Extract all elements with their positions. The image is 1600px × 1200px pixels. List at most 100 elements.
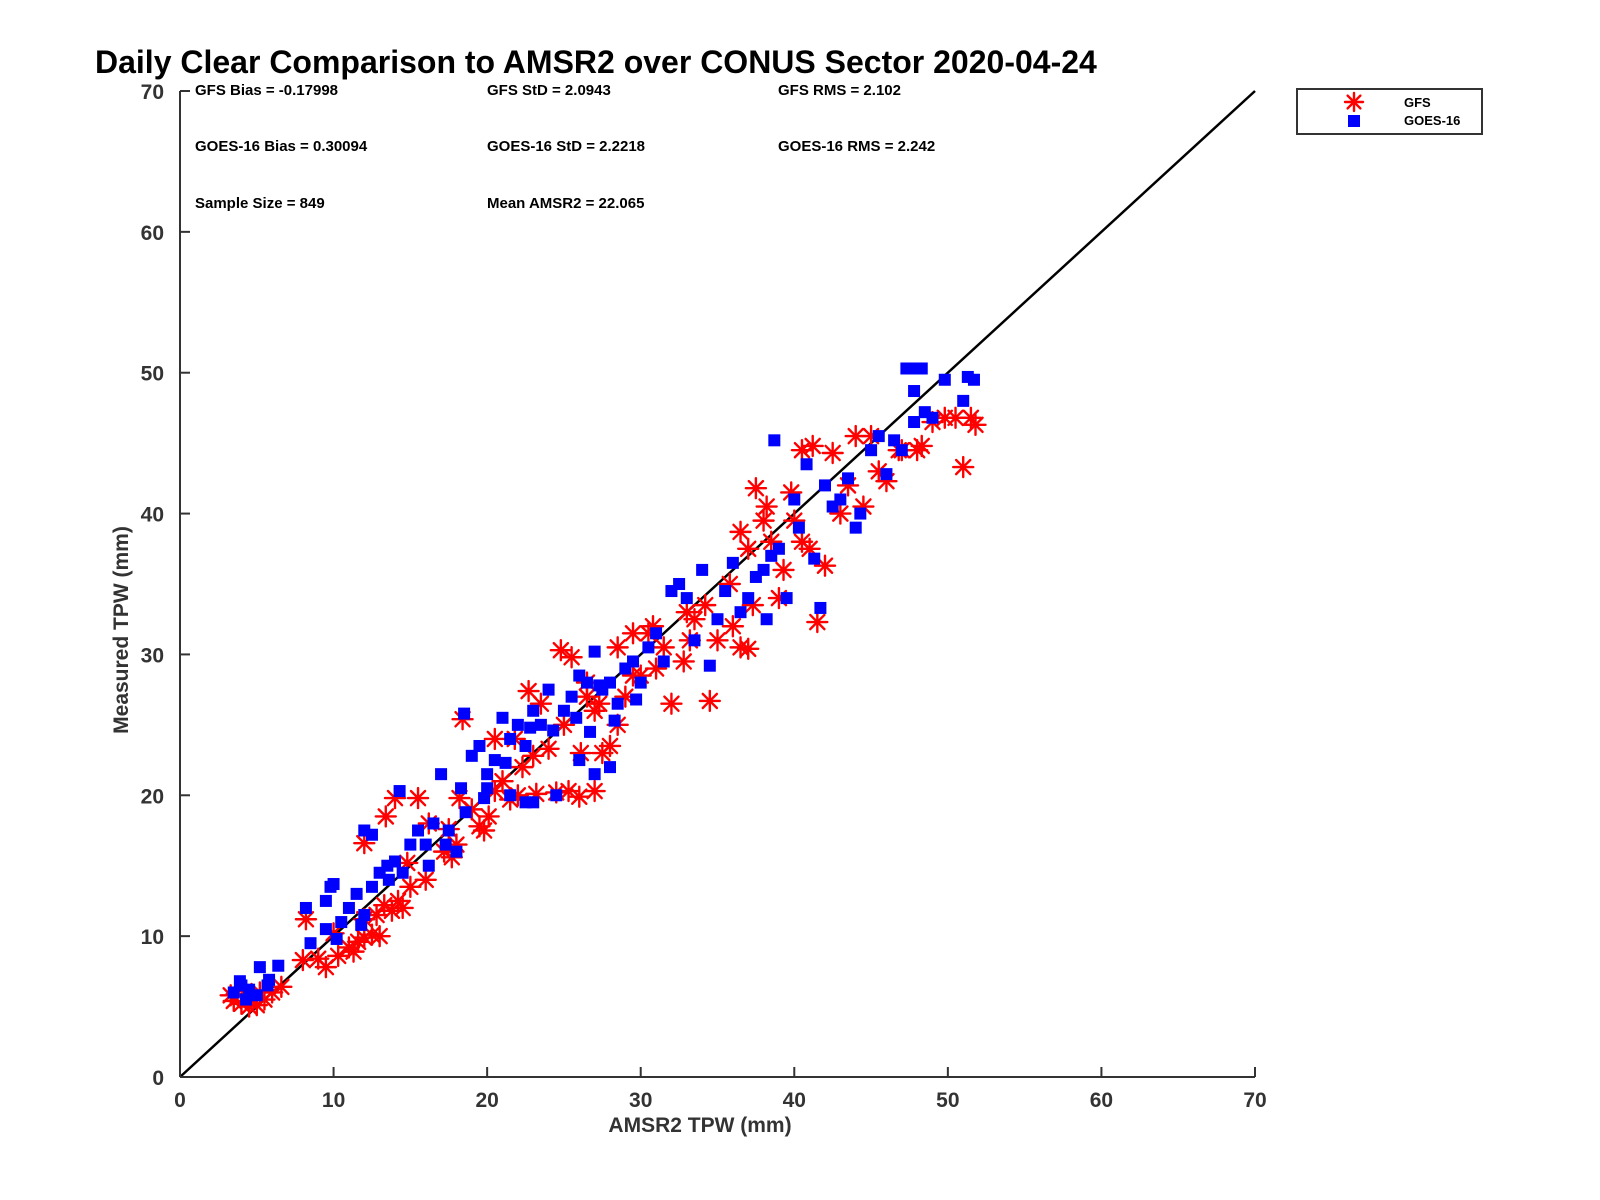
legend-box (1296, 88, 1483, 135)
y-tick-label: 50 (141, 363, 164, 386)
legend-goes-marker (1348, 115, 1360, 127)
gfs-point (583, 779, 606, 803)
legend-goes-label: GOES-16 (1404, 113, 1460, 128)
legend: GFS GOES-16 (1296, 88, 1483, 135)
goes16-point (834, 493, 847, 506)
gfs-point (801, 434, 824, 458)
gfs-point (675, 600, 698, 624)
goes16-point (650, 627, 663, 640)
goes16-point (593, 679, 606, 692)
goes16-point (319, 894, 332, 907)
stat-text: GFS StD = 2.0943 (487, 82, 611, 99)
goes16-point (967, 373, 980, 386)
chart-title: Daily Clear Comparison to AMSR2 over CON… (95, 44, 1097, 80)
goes16-point (688, 634, 701, 647)
goes16-point (481, 768, 494, 781)
goes16-point (499, 756, 512, 769)
x-tick-label: 20 (475, 1089, 498, 1112)
goes16-point (419, 838, 432, 851)
legend-gfs-label: GFS (1404, 95, 1431, 110)
goes16-point (788, 493, 801, 506)
goes16-point (422, 859, 435, 872)
gfs-point (752, 509, 775, 532)
goes16-point (570, 711, 583, 724)
gfs-point (472, 819, 496, 842)
gfs-point (353, 831, 376, 855)
goes16-point (608, 714, 621, 727)
goes16-point (527, 704, 540, 717)
goes16-point (584, 725, 597, 738)
goes16-point (478, 792, 491, 805)
goes16-point (900, 362, 913, 375)
goes16-point (450, 845, 463, 858)
goes16-point (396, 866, 409, 879)
goes16-point (253, 961, 266, 974)
stat-text: GOES-16 StD = 2.2218 (487, 138, 645, 155)
gfs-point (537, 737, 560, 761)
goes16-point (630, 693, 643, 706)
gfs-point (772, 558, 795, 582)
goes16-point (240, 993, 253, 1006)
goes16-point (455, 782, 468, 795)
goes16-point (854, 507, 867, 520)
stat-text: GFS Bias = -0.17998 (195, 82, 338, 99)
goes16-point (365, 828, 378, 841)
goes16-point (604, 761, 616, 774)
goes16-point (330, 932, 343, 945)
goes16-point (742, 592, 755, 605)
goes16-point (459, 806, 472, 819)
stat-text: GOES-16 RMS = 2.242 (778, 138, 935, 155)
goes16-point (272, 959, 285, 972)
gfs-point (672, 650, 695, 673)
gfs-point (380, 899, 404, 922)
gfs-point (326, 944, 350, 968)
stat-text: GOES-16 Bias = 0.30094 (195, 138, 368, 155)
goes16-point (580, 676, 593, 689)
x-tick-label: 30 (629, 1089, 652, 1112)
goes16-point (814, 601, 827, 614)
gfs-point (813, 554, 837, 577)
goes16-point (895, 444, 908, 457)
goes16-point (768, 434, 781, 447)
goes16-point (504, 732, 517, 745)
x-tick-label: 60 (1090, 1089, 1113, 1112)
stat-text: Mean AMSR2 = 22.065 (487, 195, 644, 212)
goes16-point (319, 923, 332, 936)
gfs-point (755, 495, 778, 518)
goes16-point (711, 613, 724, 626)
goes16-point (696, 563, 709, 576)
gfs-point (964, 413, 987, 437)
goes16-point (880, 468, 893, 481)
goes16-point (404, 838, 417, 851)
goes16-point (926, 411, 939, 424)
stat-text: GFS RMS = 2.102 (778, 82, 901, 99)
gfs-point (694, 593, 717, 617)
goes16-point (611, 697, 624, 710)
gfs-point (549, 639, 573, 662)
gfs-point (560, 646, 583, 669)
gfs-point (483, 727, 507, 751)
goes16-point (757, 563, 770, 576)
gfs-point (729, 520, 752, 544)
goes16-point (888, 434, 901, 447)
goes16-point (550, 789, 563, 802)
legend-gfs-marker (1343, 91, 1365, 113)
goes16-point (657, 655, 670, 668)
gfs-point (291, 948, 315, 972)
x-tick-label: 10 (322, 1089, 345, 1112)
goes16-point (527, 796, 540, 809)
gfs-point (399, 875, 422, 899)
goes16-point (673, 578, 686, 590)
goes16-point (481, 782, 494, 795)
goes16-point (427, 817, 440, 830)
goes16-point (627, 655, 640, 668)
goes16-point (263, 973, 276, 986)
gfs-point (552, 713, 576, 737)
gfs-point (414, 868, 437, 891)
gfs-point (706, 629, 729, 652)
gfs-point (491, 770, 514, 793)
goes16-point (573, 754, 586, 767)
goes16-point (304, 937, 317, 950)
goes16-point (557, 704, 570, 717)
